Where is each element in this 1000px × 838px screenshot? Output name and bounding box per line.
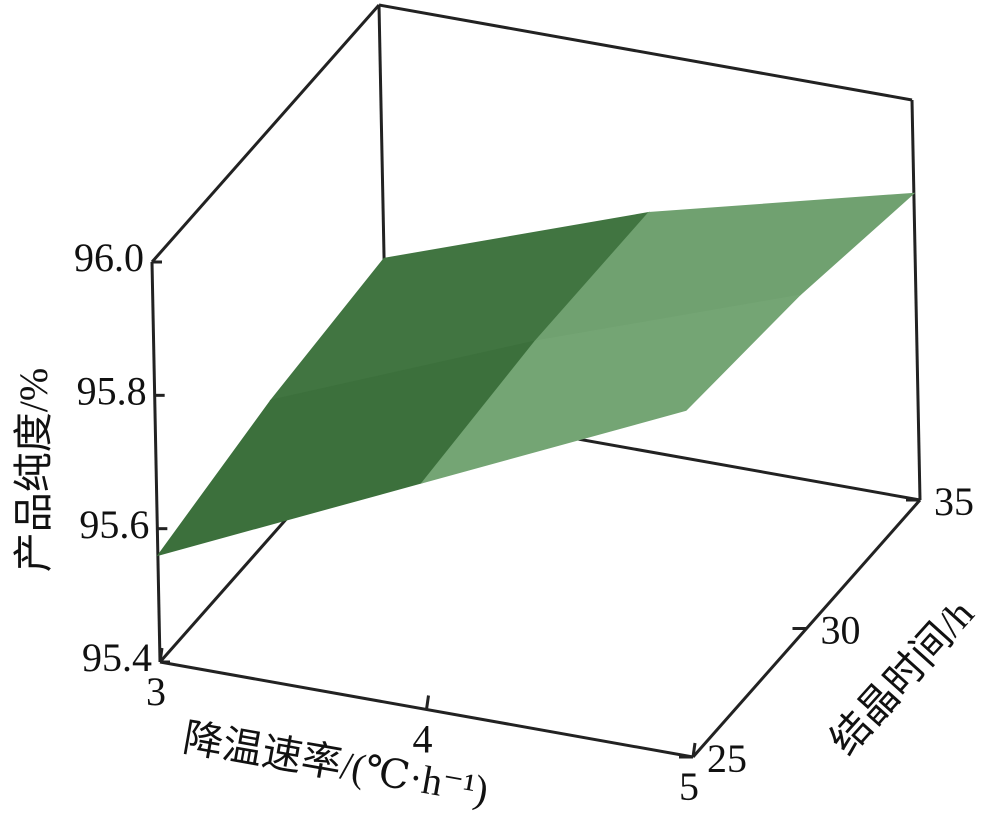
- x-tick: [691, 742, 697, 758]
- y-tick-label: 25: [707, 736, 747, 781]
- surface-patch: [420, 294, 802, 484]
- box-edge: [378, 3, 913, 102]
- x-tick-label: 3: [146, 669, 166, 714]
- z-tick-label: 95.4: [82, 635, 152, 680]
- z-tick-label: 96.0: [74, 235, 144, 280]
- z-tick-label: 95.8: [77, 369, 147, 414]
- box-edge: [150, 4, 381, 263]
- box-edge: [150, 261, 162, 663]
- x-tick: [425, 695, 430, 710]
- x-axis-label: 降温速率/(℃·h⁻¹): [180, 715, 492, 813]
- y-tick-label: 30: [821, 608, 861, 653]
- x-tick: [158, 647, 164, 663]
- x-tick-label: 4: [413, 717, 433, 762]
- z-tick-label: 95.6: [79, 502, 149, 547]
- box-edge: [910, 99, 922, 501]
- y-tick-label: 35: [934, 479, 974, 524]
- z-axis-label: 产品纯度/%: [11, 368, 56, 572]
- x-tick-label: 5: [679, 764, 699, 809]
